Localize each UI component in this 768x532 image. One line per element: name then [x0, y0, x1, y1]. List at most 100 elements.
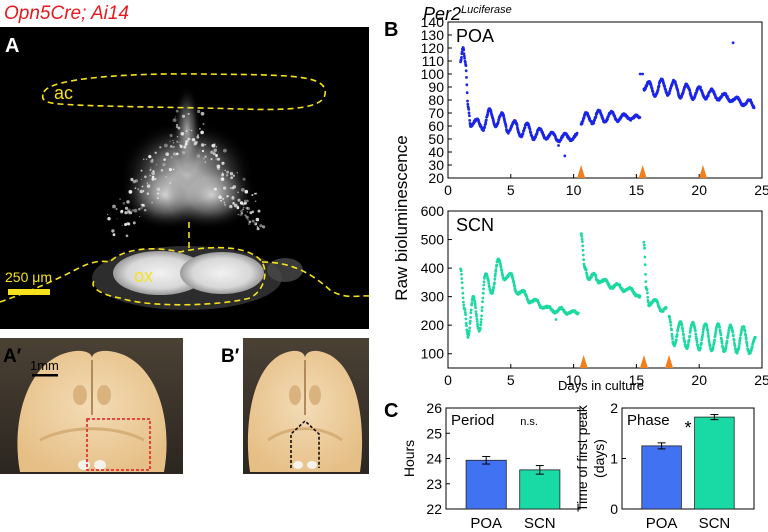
speckle [176, 140, 178, 143]
speckle [257, 209, 261, 213]
speckle [128, 211, 133, 215]
data-point [493, 274, 497, 278]
data-point [467, 111, 471, 115]
data-point [468, 329, 471, 333]
data-point [474, 306, 477, 310]
data-point [480, 306, 484, 309]
speckle [259, 224, 263, 228]
speckle [249, 211, 253, 215]
speckle [215, 157, 219, 161]
speckle [247, 222, 251, 226]
speckle [156, 187, 161, 191]
chart-period: 22 23 24 25 26 POA SCN Period n.s. Hours [401, 400, 581, 532]
data-point [487, 279, 490, 283]
chart-title: SCN [456, 215, 494, 235]
speckle [119, 198, 122, 201]
data-point [737, 344, 741, 348]
data-point [479, 323, 483, 327]
speckle [215, 153, 219, 157]
speckle [229, 204, 233, 209]
data-point [472, 296, 476, 299]
speckle [216, 167, 220, 170]
data-point [733, 344, 737, 348]
data-point [643, 263, 647, 267]
data-point [724, 346, 728, 350]
data-point [606, 117, 609, 121]
data-point [683, 340, 687, 344]
data-point-outlier [641, 72, 645, 76]
data-point [460, 281, 464, 284]
speckle [236, 172, 238, 174]
speckle [134, 187, 137, 190]
speckle [223, 202, 226, 204]
speckle [181, 151, 186, 155]
series-segment [579, 108, 642, 126]
data-point-outlier [557, 144, 560, 147]
plot-frame [447, 210, 763, 369]
speckle [124, 211, 128, 215]
speckle [204, 161, 206, 163]
micrograph-A-outlines [0, 73, 370, 306]
data-point [582, 258, 585, 262]
speckle [200, 143, 205, 147]
speckle [187, 137, 191, 141]
data-point [680, 323, 684, 327]
speckle [120, 210, 123, 214]
data-point [463, 308, 467, 311]
data-point [663, 84, 667, 88]
y-tick-label: 24 [426, 451, 442, 467]
speckle [240, 187, 245, 192]
data-point [480, 309, 484, 312]
speckle [122, 224, 124, 226]
speckle [125, 222, 129, 226]
data-point [745, 344, 749, 348]
speckle [151, 201, 153, 204]
data-point [642, 243, 646, 247]
data-point [482, 287, 485, 291]
brain-slice-A-prime [0, 338, 183, 474]
data-point [594, 115, 598, 118]
data-point [474, 310, 478, 313]
speckle [179, 144, 181, 146]
speckle [172, 118, 177, 122]
speckle [218, 195, 222, 199]
data-point [643, 255, 647, 259]
speckle [140, 169, 143, 172]
speckle [216, 164, 221, 169]
reporter-superscript: Luciferase [461, 4, 512, 16]
speckle [196, 134, 200, 137]
speckle [242, 208, 244, 211]
speckle [251, 219, 255, 223]
medium-change-marker [698, 165, 707, 178]
bar-scn [694, 416, 735, 510]
data-point [461, 286, 464, 290]
data-point [651, 90, 655, 94]
b-xlabel: Days in culture [558, 378, 644, 393]
medium-change-marker [579, 355, 588, 368]
reporter-name: Per2 [423, 4, 461, 24]
speckle [173, 145, 176, 148]
data-point [461, 296, 465, 300]
data-point [643, 246, 646, 250]
speckle [151, 175, 155, 179]
data-point [701, 330, 705, 334]
y-tick-label: 23 [426, 476, 442, 492]
medium-change-marker [665, 355, 674, 368]
speckle [243, 201, 247, 205]
data-point [694, 332, 698, 336]
data-point [515, 123, 519, 127]
speckle [242, 206, 245, 209]
data-point [688, 334, 692, 338]
speckle [141, 203, 144, 207]
data-point-outlier [573, 309, 577, 313]
optic-chiasm-outline [0, 246, 370, 306]
speckle [132, 179, 136, 184]
data-point [487, 282, 491, 285]
data-point [473, 302, 477, 305]
speckle [197, 109, 201, 114]
y-axis-label-line: (days) [591, 439, 607, 478]
data-point [504, 125, 508, 129]
brain-slice-B-prime [243, 338, 369, 474]
y-tick-label: 400 [421, 260, 445, 276]
data-point [707, 336, 710, 339]
